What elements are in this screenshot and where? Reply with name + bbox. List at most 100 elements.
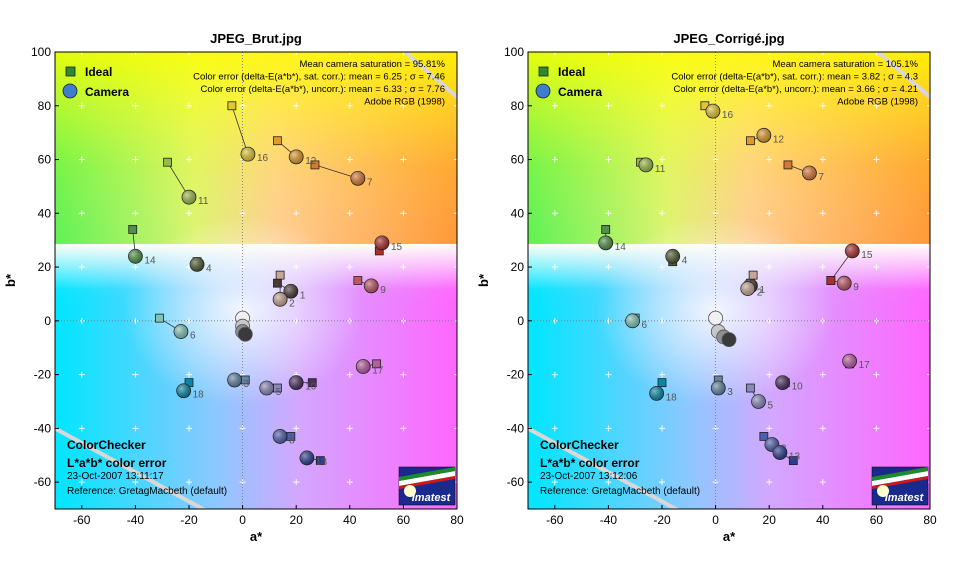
camera-marker-shade bbox=[775, 375, 790, 390]
y-tick-label: 20 bbox=[511, 260, 525, 274]
legend-camera-label: Camera bbox=[85, 85, 129, 99]
camera-marker-shade bbox=[190, 257, 205, 272]
x-tick-label: -40 bbox=[600, 513, 618, 527]
grid-plus bbox=[293, 264, 300, 271]
camera-marker-shade bbox=[182, 190, 196, 205]
grid-plus bbox=[454, 210, 457, 217]
y-tick-label: 100 bbox=[504, 45, 524, 59]
grid-plus bbox=[293, 52, 300, 55]
legend-camera-label: Camera bbox=[558, 85, 602, 99]
grid-plus bbox=[605, 210, 612, 217]
legend: Ideal Camera bbox=[62, 65, 129, 99]
patch-label: 16 bbox=[257, 153, 269, 164]
patch-label: 1 bbox=[300, 290, 306, 301]
patch-label: 18 bbox=[193, 390, 205, 401]
x-tick-label: -60 bbox=[73, 513, 91, 527]
grid-plus bbox=[132, 156, 139, 163]
y-tick-label: 80 bbox=[38, 99, 52, 113]
grid-plus bbox=[400, 210, 407, 217]
x-tick-label: -20 bbox=[653, 513, 671, 527]
grid-plus bbox=[78, 52, 85, 55]
stats-block: Mean camera saturation = 105.1% Color err… bbox=[671, 59, 918, 108]
sun-icon bbox=[877, 485, 889, 497]
info-line: Reference: GretagMacbeth (default) bbox=[67, 486, 227, 497]
y-tick-label: -20 bbox=[507, 368, 525, 382]
grid-plus bbox=[927, 210, 930, 217]
grid-plus bbox=[551, 479, 558, 486]
x-tick-label: 80 bbox=[450, 513, 464, 527]
patch-label: 9 bbox=[380, 285, 386, 296]
grid-plus bbox=[659, 371, 665, 378]
grid-plus bbox=[605, 371, 612, 378]
grid-plus bbox=[132, 102, 139, 109]
grid-plus bbox=[239, 52, 246, 55]
stats-line: Color error (delta-E(a*b*), uncorr.): me… bbox=[673, 84, 918, 95]
ideal-marker bbox=[759, 432, 769, 441]
patch-label: 13 bbox=[316, 457, 328, 468]
grid-plus bbox=[78, 371, 85, 378]
y-tick-label: 60 bbox=[511, 153, 525, 167]
grid-plus bbox=[605, 52, 612, 55]
grid-plus bbox=[186, 52, 192, 55]
grid-plus bbox=[346, 210, 353, 217]
x-tick-label: 20 bbox=[763, 513, 777, 527]
patch-label: 5 bbox=[276, 387, 282, 398]
grid-plus bbox=[132, 52, 139, 55]
grid-plus bbox=[454, 425, 457, 432]
camera-marker-shade bbox=[837, 276, 852, 291]
grid-markers bbox=[55, 52, 457, 509]
grid-plus bbox=[873, 425, 880, 432]
x-tick-label: -20 bbox=[180, 513, 198, 527]
color-field bbox=[55, 52, 457, 509]
chart-title: JPEG_Brut.jpg bbox=[210, 31, 302, 46]
camera-marker-shade bbox=[128, 249, 143, 264]
grid-plus bbox=[766, 371, 773, 378]
y-tick-label: -60 bbox=[34, 475, 52, 489]
patch-label: 3 bbox=[244, 379, 250, 390]
ideal-marker bbox=[748, 270, 758, 280]
x-axis-label: a* bbox=[250, 529, 263, 544]
grid-plus bbox=[551, 264, 558, 271]
patch-label: 15 bbox=[391, 242, 403, 253]
x-axis-label: a* bbox=[723, 529, 736, 544]
grid-plus bbox=[132, 479, 139, 486]
patch-label: 6 bbox=[190, 331, 196, 342]
ideal-marker bbox=[128, 225, 138, 234]
patch-label: 4 bbox=[682, 255, 688, 266]
grid-plus bbox=[186, 210, 192, 217]
grid-plus bbox=[766, 52, 773, 55]
logo-stripe-white bbox=[872, 471, 928, 486]
camera-marker-shade bbox=[772, 445, 787, 460]
grid-plus bbox=[659, 156, 665, 163]
info-line: L*a*b* color error bbox=[540, 456, 640, 470]
ideal-marker bbox=[273, 136, 282, 146]
stats-line: Adobe RGB (1998) bbox=[364, 97, 445, 108]
grid-plus bbox=[605, 264, 612, 271]
info-line: ColorChecker bbox=[67, 438, 146, 452]
info-line: ColorChecker bbox=[540, 438, 619, 452]
grid-plus bbox=[766, 156, 773, 163]
grid-plus bbox=[819, 425, 826, 432]
grid-plus bbox=[712, 52, 719, 55]
info-line: 23-Oct-2007 13:11:17 bbox=[67, 471, 164, 482]
grid-plus bbox=[551, 156, 558, 163]
y-tick-label: -40 bbox=[34, 421, 52, 435]
info-block: ColorChecker L*a*b* color error23-Oct-200… bbox=[540, 438, 700, 497]
x-tick-label: 20 bbox=[290, 513, 304, 527]
stats-line: Color error (delta-E(a*b*), sat. corr.):… bbox=[193, 72, 445, 83]
grid-plus bbox=[400, 371, 407, 378]
y-tick-label: 100 bbox=[31, 45, 51, 59]
ideal-marker bbox=[227, 101, 237, 111]
grid-plus bbox=[927, 102, 930, 109]
camera-marker-shade bbox=[638, 157, 653, 172]
grid-plus bbox=[78, 102, 85, 109]
ideal-marker bbox=[353, 276, 363, 285]
patch-label: 14 bbox=[615, 242, 627, 253]
camera-marker-shade bbox=[705, 104, 720, 119]
grid-plus bbox=[78, 156, 85, 163]
grid-plus bbox=[819, 102, 826, 109]
grid-plus bbox=[346, 479, 353, 486]
